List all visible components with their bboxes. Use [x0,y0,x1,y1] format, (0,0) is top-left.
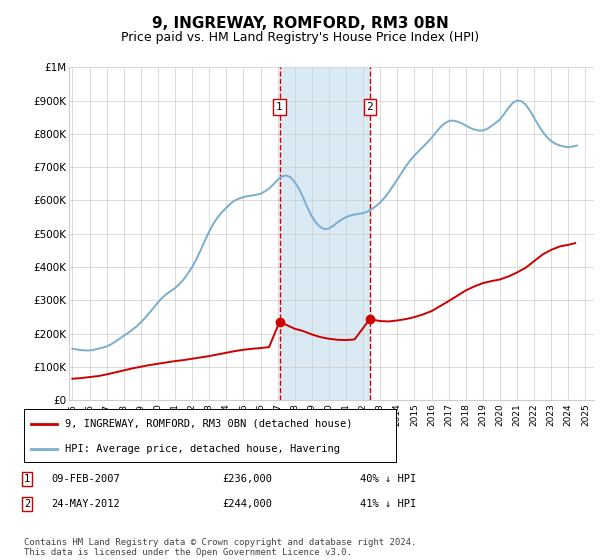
Text: 40% ↓ HPI: 40% ↓ HPI [360,474,416,484]
Text: 2: 2 [24,499,30,509]
Bar [280,67,370,400]
Text: 9, INGREWAY, ROMFORD, RM3 0BN: 9, INGREWAY, ROMFORD, RM3 0BN [152,16,448,31]
Text: 41% ↓ HPI: 41% ↓ HPI [360,499,416,509]
Text: Contains HM Land Registry data © Crown copyright and database right 2024.
This d: Contains HM Land Registry data © Crown c… [24,538,416,557]
Text: 09-FEB-2007: 09-FEB-2007 [51,474,120,484]
Text: 24-MAY-2012: 24-MAY-2012 [51,499,120,509]
Text: Price paid vs. HM Land Registry's House Price Index (HPI): Price paid vs. HM Land Registry's House … [121,31,479,44]
Text: 1: 1 [276,102,283,112]
Text: HPI: Average price, detached house, Havering: HPI: Average price, detached house, Have… [65,444,340,454]
Text: £244,000: £244,000 [222,499,272,509]
Text: £236,000: £236,000 [222,474,272,484]
Text: 2: 2 [367,102,373,112]
Text: 9, INGREWAY, ROMFORD, RM3 0BN (detached house): 9, INGREWAY, ROMFORD, RM3 0BN (detached … [65,419,352,429]
Text: 1: 1 [24,474,30,484]
